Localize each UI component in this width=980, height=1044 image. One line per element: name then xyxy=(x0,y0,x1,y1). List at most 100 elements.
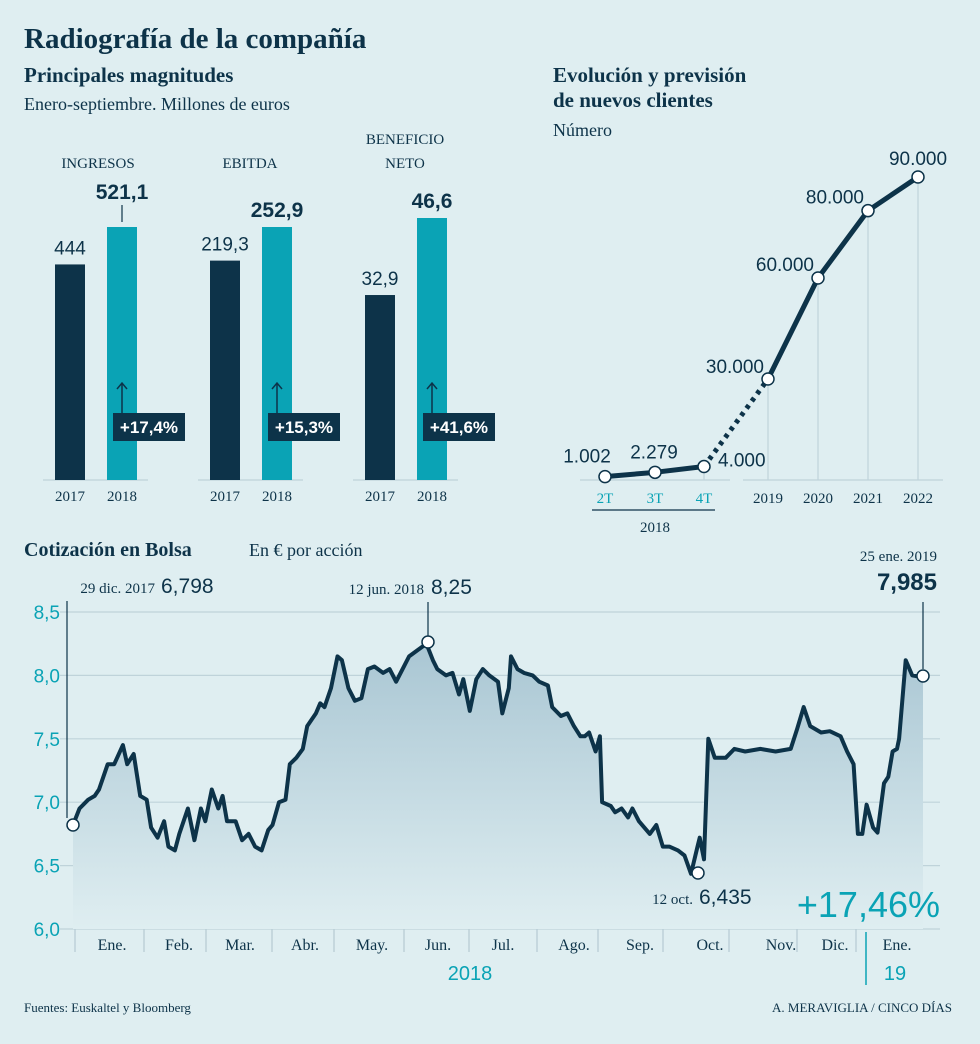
point-value-label: 30.000 xyxy=(706,357,764,378)
clients-subtitle: Número xyxy=(553,120,612,140)
bar-value-label: 444 xyxy=(54,238,86,259)
clients-title-1: Evolución y previsión xyxy=(553,63,747,87)
bar-2018 xyxy=(107,227,137,480)
point-value-label: 60.000 xyxy=(756,255,814,276)
change-badge xyxy=(113,413,185,441)
group-label-ingresos: INGRESOS xyxy=(61,156,134,172)
data-point xyxy=(648,465,662,480)
y-tick-label: 6,0 xyxy=(34,920,60,941)
clients-line-forecast xyxy=(765,174,920,381)
annotation-date: 25 ene. 2019 xyxy=(860,549,937,565)
data-point xyxy=(697,459,711,474)
x-tick-label: 2020 xyxy=(803,491,833,507)
bar-value-label: 252,9 xyxy=(251,199,304,222)
stock-area-chart: 6,0 6,5 7,0 7,5 8,0 8,5 Ene. Feb. Mar. Abr. May. Ju… xyxy=(34,549,940,985)
month-label: Ene. xyxy=(883,937,912,954)
clients-line-chart: 2018 1.002 2T 2.279 3T 4.000 4T 30.000 2019 60.0… xyxy=(563,149,947,536)
month-label: Feb. xyxy=(165,937,193,954)
annotation-date: 29 dic. 2017 xyxy=(80,581,155,597)
stock-title: Cotización en Bolsa xyxy=(24,539,192,561)
bar-chart: INGRESOS EBITDA BENEFICIO NETO 444 2017 52… xyxy=(43,132,495,505)
month-label: Nov. xyxy=(766,937,797,954)
annotation-point xyxy=(916,669,930,683)
point-value-label: 90.000 xyxy=(889,149,947,170)
month-label: May. xyxy=(356,937,388,954)
data-point xyxy=(861,203,875,218)
month-label: Jul. xyxy=(492,937,515,954)
change-badge xyxy=(268,413,340,441)
month-label: Dic. xyxy=(821,937,848,954)
bar-value-label: 32,9 xyxy=(362,269,399,290)
x-tick-label: 2021 xyxy=(853,491,883,507)
total-change-label: +17,46% xyxy=(797,884,940,925)
annotation-value: 6,798 xyxy=(161,575,214,598)
x-tick-label: 3T xyxy=(647,491,664,507)
x-tick-label: 2T xyxy=(597,491,614,507)
change-badge-text: +15,3% xyxy=(275,418,333,437)
clients-line-dotted xyxy=(701,377,771,469)
year-label-2018: 2018 xyxy=(448,963,493,985)
bar-value-label: 46,6 xyxy=(412,190,453,213)
bar-2017 xyxy=(365,295,395,480)
y-tick-label: 8,5 xyxy=(34,603,60,624)
x-tick-label: 4T xyxy=(696,491,713,507)
clients-title-2: de nuevos clientes xyxy=(553,88,713,112)
main-title: Radiografía de la compañía xyxy=(24,23,367,55)
group-label-ebitda: EBITDA xyxy=(223,156,278,172)
y-tick-label: 7,5 xyxy=(34,730,60,751)
year-label-2019: 19 xyxy=(884,963,906,985)
bar-year-label: 2017 xyxy=(365,489,396,505)
footer-sources: Fuentes: Euskaltel y Bloomberg xyxy=(24,1000,191,1015)
change-badge-text: +41,6% xyxy=(430,418,488,437)
bars-subtitle: Enero-septiembre. Millones de euros xyxy=(24,94,290,114)
bar-year-label: 2018 xyxy=(262,489,292,505)
footer-credit: A. MERAVIGLIA / CINCO DÍAS xyxy=(772,1000,952,1015)
bar-year-label: 2017 xyxy=(210,489,241,505)
bar-value-label: 219,3 xyxy=(201,235,249,256)
month-label: Oct. xyxy=(696,937,723,954)
bar-year-label: 2018 xyxy=(107,489,137,505)
month-label: Jun. xyxy=(425,937,451,954)
month-label: Abr. xyxy=(291,937,319,954)
price-line xyxy=(71,641,924,876)
bar-value-label: 521,1 xyxy=(96,181,149,204)
month-label: Ago. xyxy=(558,937,590,954)
data-point xyxy=(911,170,925,184)
month-label: Sep. xyxy=(626,937,654,954)
stock-subtitle: En € por acción xyxy=(249,540,362,560)
y-tick-label: 7,0 xyxy=(34,793,60,814)
change-badge xyxy=(423,413,495,441)
x-tick-label: 2019 xyxy=(753,491,783,507)
point-value-label: 80.000 xyxy=(806,188,864,209)
group-label-beneficio-1: BENEFICIO xyxy=(366,132,445,148)
change-badge-text: +17,4% xyxy=(120,418,178,437)
annotation-point xyxy=(421,635,435,649)
month-label: Mar. xyxy=(225,937,255,954)
annotation-point xyxy=(66,818,80,832)
annotation-point xyxy=(691,866,705,880)
annotation-date: 12 oct. xyxy=(652,892,693,908)
bar-year-label: 2017 xyxy=(55,489,86,505)
bars-title: Principales magnitudes xyxy=(24,63,233,87)
bar-year-label: 2018 xyxy=(417,489,447,505)
y-tick-label: 6,5 xyxy=(34,857,60,878)
annotation-value: 6,435 xyxy=(699,886,752,909)
annotation-date: 12 jun. 2018 xyxy=(349,582,424,598)
bar-2017 xyxy=(210,260,240,480)
point-value-label: 1.002 xyxy=(563,447,611,468)
bar-2017 xyxy=(55,264,85,480)
y-tick-label: 8,0 xyxy=(34,666,60,687)
data-point xyxy=(761,372,775,386)
point-value-label: 2.279 xyxy=(630,442,678,463)
annotation-value: 7,985 xyxy=(877,569,937,596)
data-point xyxy=(811,271,825,285)
point-value-label: 4.000 xyxy=(718,451,766,472)
group-label-beneficio-2: NETO xyxy=(385,156,425,172)
month-label: Ene. xyxy=(98,937,127,954)
bar-2018 xyxy=(262,227,292,480)
x-tick-label: 2022 xyxy=(903,491,933,507)
clients-2018-label: 2018 xyxy=(640,520,670,536)
price-area xyxy=(73,643,923,929)
annotation-value: 8,25 xyxy=(431,576,472,599)
